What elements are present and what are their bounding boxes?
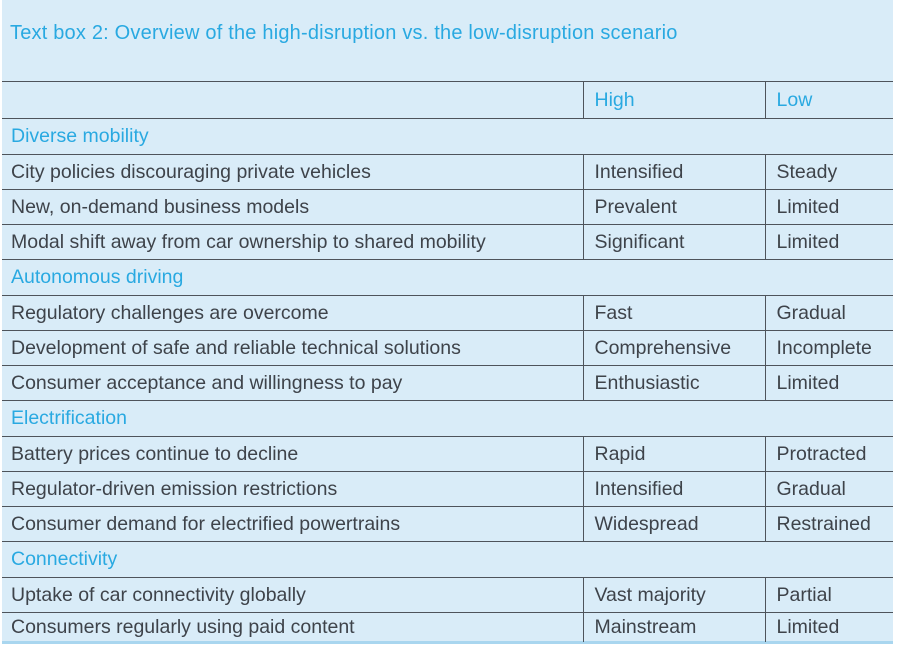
high-value: Intensified xyxy=(582,154,765,190)
section-label: Autonomous driving xyxy=(2,259,893,296)
low-value: Gradual xyxy=(764,295,893,331)
low-value: Limited xyxy=(764,365,893,401)
text-box-title: Text box 2: Overview of the high-disrupt… xyxy=(10,22,678,44)
section-row-diverse-mobility: Diverse mobility xyxy=(2,118,893,155)
table-row: Consumers regularly using paid content M… xyxy=(2,612,893,642)
low-value: Protracted xyxy=(764,436,893,472)
table-row: New, on-demand business models Prevalent… xyxy=(2,189,893,225)
row-label: Regulator-driven emission restrictions xyxy=(2,471,583,507)
row-label: Modal shift away from car ownership to s… xyxy=(2,224,583,260)
table-header-row: High Low xyxy=(2,81,893,119)
high-value: Prevalent xyxy=(582,189,765,225)
high-value: Intensified xyxy=(582,471,765,507)
low-value: Restrained xyxy=(764,506,893,542)
header-empty-cell xyxy=(2,81,583,119)
low-value: Partial xyxy=(764,577,893,613)
row-label: City policies discouraging private vehic… xyxy=(2,154,583,190)
low-value: Limited xyxy=(764,189,893,225)
row-label: Uptake of car connectivity globally xyxy=(2,577,583,613)
high-value: Rapid xyxy=(582,436,765,472)
table-row: Modal shift away from car ownership to s… xyxy=(2,224,893,260)
row-label: Regulatory challenges are overcome xyxy=(2,295,583,331)
table-row: Regulator-driven emission restrictions I… xyxy=(2,471,893,507)
scenario-table: High Low Diverse mobility City policies … xyxy=(2,81,893,642)
table-row: Uptake of car connectivity globally Vast… xyxy=(2,577,893,613)
high-value: Fast xyxy=(582,295,765,331)
high-value: Widespread xyxy=(582,506,765,542)
row-label: Consumers regularly using paid content xyxy=(11,615,355,638)
row-label: Battery prices continue to decline xyxy=(2,436,583,472)
row-label: Consumer acceptance and willingness to p… xyxy=(2,365,583,401)
section-row-electrification: Electrification xyxy=(2,400,893,437)
low-value: Gradual xyxy=(764,471,893,507)
low-value: Steady xyxy=(764,154,893,190)
low-value: Limited xyxy=(764,224,893,260)
table-row: Battery prices continue to decline Rapid… xyxy=(2,436,893,472)
row-label: New, on-demand business models xyxy=(2,189,583,225)
section-label: Connectivity xyxy=(2,541,893,578)
high-value: Mainstream xyxy=(582,612,765,642)
high-value: Significant xyxy=(582,224,765,260)
row-label: Development of safe and reliable technic… xyxy=(2,330,583,366)
table-row: Consumer demand for electrified powertra… xyxy=(2,506,893,542)
header-high: High xyxy=(582,81,765,119)
high-value: Enthusiastic xyxy=(582,365,765,401)
high-value: Vast majority xyxy=(582,577,765,613)
table-row: Development of safe and reliable technic… xyxy=(2,330,893,366)
section-label: Diverse mobility xyxy=(2,118,893,155)
table-row: Consumer acceptance and willingness to p… xyxy=(2,365,893,401)
high-value: Comprehensive xyxy=(582,330,765,366)
row-label: Consumer demand for electrified powertra… xyxy=(2,506,583,542)
section-row-connectivity: Connectivity xyxy=(2,541,893,578)
section-row-autonomous-driving: Autonomous driving xyxy=(2,259,893,296)
title-area: Text box 2: Overview of the high-disrupt… xyxy=(2,0,893,81)
section-label: Electrification xyxy=(2,400,893,437)
low-value: Limited xyxy=(764,612,893,642)
header-low: Low xyxy=(764,81,893,119)
table-row: Regulatory challenges are overcome Fast … xyxy=(2,295,893,331)
low-value: Incomplete xyxy=(764,330,893,366)
table-row: City policies discouraging private vehic… xyxy=(2,154,893,190)
